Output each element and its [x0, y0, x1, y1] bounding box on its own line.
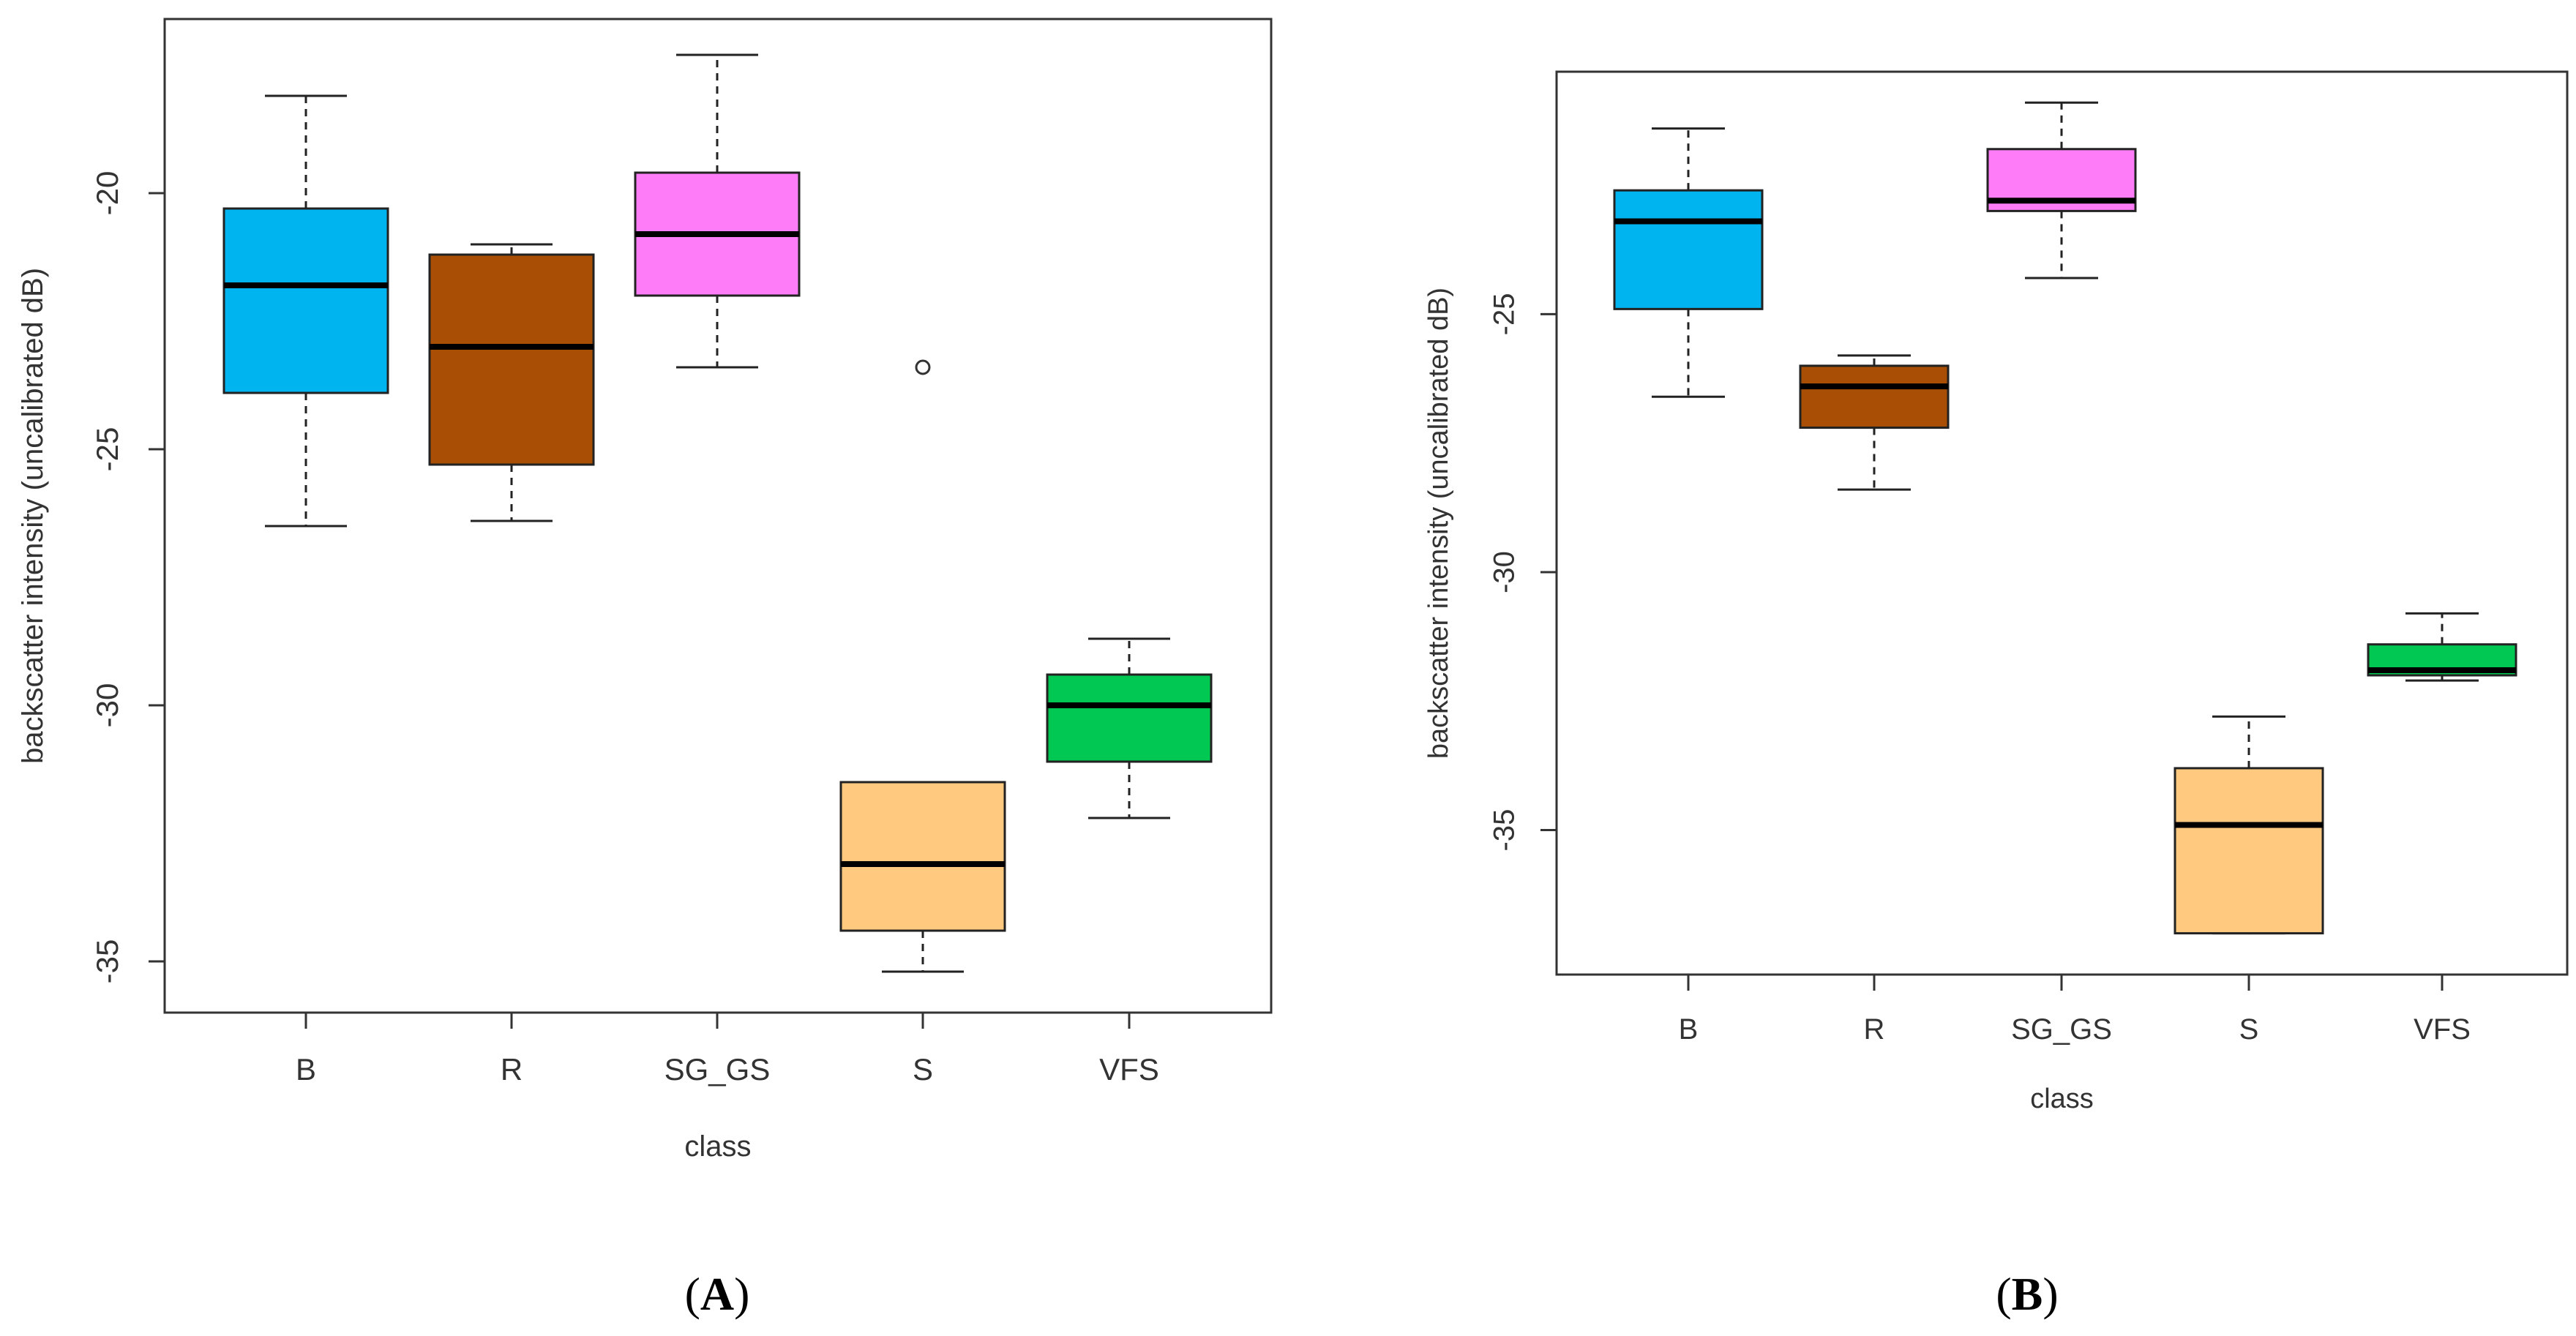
x-tick-label: SG_GS	[664, 1052, 771, 1087]
outlier-point	[915, 359, 931, 375]
y-tick-label: -35	[90, 939, 124, 984]
panel-a-boxplot: -20 -25 -30 -35 B R SG_GS S VFS class backscatter …	[17, 18, 1273, 1320]
box-body	[1046, 673, 1213, 763]
y-tick-label: -25	[1489, 293, 1521, 336]
box-body	[1799, 364, 1950, 429]
box-body	[2174, 767, 2324, 935]
box-sg-gs	[634, 53, 801, 369]
x-tick-label: B	[1679, 1013, 1699, 1046]
y-axis-label: backscatter intensity (uncalibrated dB)	[17, 268, 49, 764]
box-body	[428, 253, 595, 466]
y-tick-label: -35	[1489, 809, 1521, 852]
box-s	[839, 359, 1006, 973]
panel-label: (B)	[1996, 1268, 2058, 1320]
x-tick-label: R	[1864, 1013, 1885, 1046]
x-tick-label: B	[296, 1052, 316, 1087]
y-tick-label: -30	[90, 683, 124, 728]
box-vfs	[2367, 612, 2517, 682]
box-r	[1799, 354, 1950, 491]
panel-label-letter: A	[700, 1268, 734, 1320]
y-tick-label: -25	[90, 427, 124, 472]
y-tick-label: -20	[90, 171, 124, 216]
box-b	[1613, 127, 1764, 398]
box-s	[2174, 715, 2324, 935]
y-tick-label: -30	[1489, 551, 1521, 593]
x-tick-label: R	[501, 1052, 523, 1087]
x-tick-label: VFS	[1099, 1052, 1159, 1087]
x-tick-label: S	[913, 1052, 933, 1087]
panel-label-open: (	[685, 1268, 700, 1320]
box-body	[1613, 189, 1764, 310]
x-axis-label: class	[2030, 1084, 2094, 1114]
panel-label-open: (	[1996, 1268, 2011, 1320]
panel-label-close: )	[2043, 1268, 2058, 1320]
x-tick-label: SG_GS	[2011, 1013, 2112, 1046]
x-axis-label: class	[684, 1130, 751, 1163]
panel-label-letter: B	[2012, 1268, 2043, 1320]
panel-label-close: )	[734, 1268, 749, 1320]
box-b	[222, 94, 389, 528]
panel-b-boxplot: -25 -30 -35 B R SG_GS S VFS class backscatter int…	[1423, 70, 2569, 1320]
box-r	[428, 243, 595, 522]
x-tick-label: S	[2239, 1013, 2259, 1046]
x-tick-label: VFS	[2414, 1013, 2471, 1046]
y-axis-label: backscatter intensity (uncalibrated dB)	[1423, 288, 1454, 759]
box-vfs	[1046, 637, 1213, 819]
box-body	[222, 207, 389, 394]
box-body	[839, 781, 1006, 932]
box-sg-gs	[1986, 101, 2137, 279]
panel-label: (A)	[685, 1268, 750, 1320]
